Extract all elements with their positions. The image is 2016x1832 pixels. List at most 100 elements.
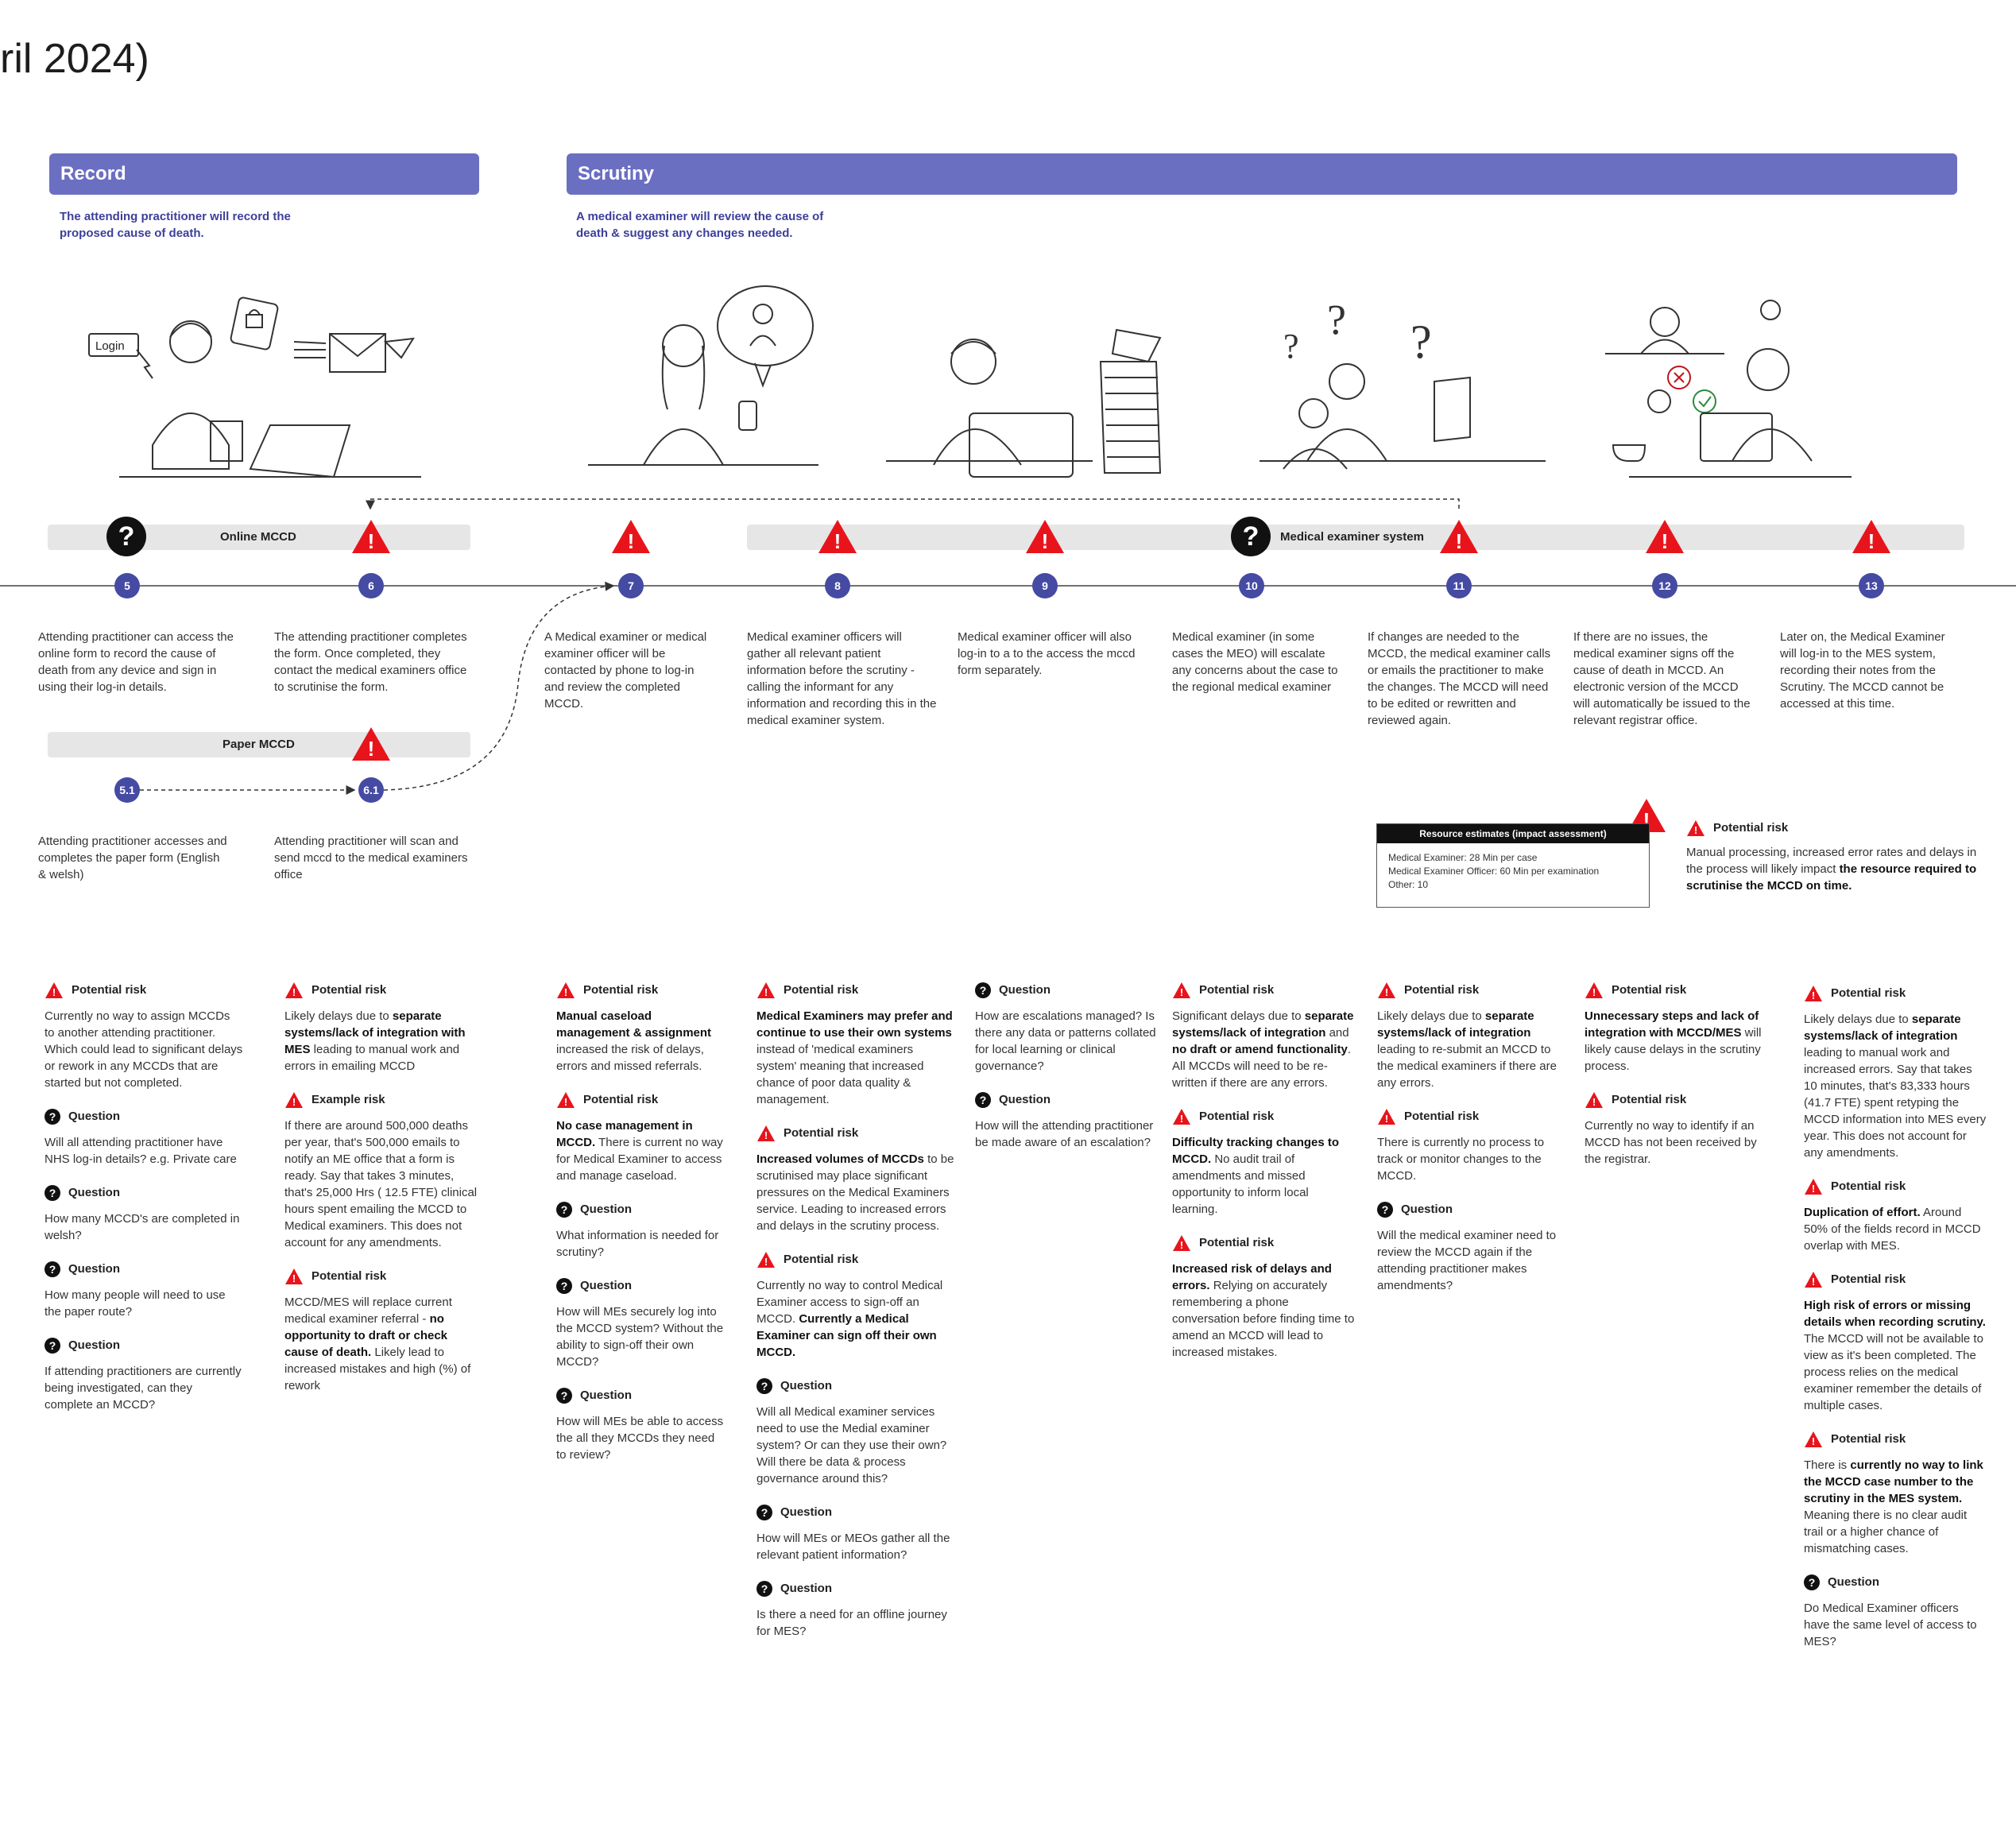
note-title: Potential risk xyxy=(1612,1093,1687,1106)
svg-text:!: ! xyxy=(764,1256,768,1268)
svg-text:!: ! xyxy=(368,529,375,553)
note-title: Potential risk xyxy=(1199,1110,1275,1123)
warning-icon: ! xyxy=(1585,982,1603,999)
svg-text:!: ! xyxy=(1042,529,1049,553)
warning-icon: ! xyxy=(557,1092,575,1109)
svg-text:!: ! xyxy=(764,986,768,998)
warning-icon: ! xyxy=(757,982,775,999)
question-icon: ? xyxy=(44,1109,60,1125)
notes-column: ! Potential risk Likely delays due to sepa… xyxy=(1804,984,1987,1666)
svg-text:!: ! xyxy=(292,1272,296,1284)
page-title: ril 2024) xyxy=(0,36,149,82)
note-title: Question xyxy=(1401,1203,1453,1216)
warning-icon: ! xyxy=(1026,520,1064,553)
officer-paperwork-illustration xyxy=(886,328,1162,478)
note-title: Potential risk xyxy=(784,1253,859,1266)
risk-note-head: ! Example risk xyxy=(284,1090,483,1110)
notes-column: ! Potential risk Medical Examiners may pre… xyxy=(756,981,955,1656)
note-text: Currently no way to assign MCCDs to anot… xyxy=(44,1009,243,1090)
question-note-head: ? Question xyxy=(975,981,1158,1000)
note-title: Question xyxy=(780,1505,833,1519)
dashed-return-connector xyxy=(366,498,1460,510)
warning-icon: ! xyxy=(1378,982,1395,999)
warning-icon: ! xyxy=(1805,1179,1822,1195)
svg-text:!: ! xyxy=(764,1129,768,1141)
sign-off-illustration xyxy=(1605,300,1852,478)
svg-text:!: ! xyxy=(628,529,635,553)
risk-note-head: ! Potential risk xyxy=(1804,1430,1987,1449)
svg-text:!: ! xyxy=(1812,1276,1815,1288)
question-note-head: ? Question xyxy=(756,1377,955,1396)
svg-text:!: ! xyxy=(1812,990,1815,1001)
step-description: If changes are needed to the MCCD, the m… xyxy=(1368,630,1551,727)
risk-note-head: ! Potential risk xyxy=(1804,1270,1987,1289)
note-title: Potential risk xyxy=(1831,986,1906,1000)
svg-text:!: ! xyxy=(1385,1113,1388,1125)
question-mark-sketch-a-icon: ? xyxy=(1283,327,1299,366)
step-node: 13 xyxy=(1859,573,1884,598)
note-title: Potential risk xyxy=(1199,983,1275,997)
resource-estimates-box: Resource estimates (impact assessment) M… xyxy=(1376,823,1650,908)
warning-icon: ! xyxy=(1805,986,1822,1002)
note-title: Potential risk xyxy=(1831,1272,1906,1286)
note-text: Increased volumes of MCCDs to be scrutin… xyxy=(756,1152,954,1233)
warning-icon: ! xyxy=(1805,1272,1822,1288)
svg-text:!: ! xyxy=(1868,529,1875,553)
question-note-head: ? Question xyxy=(756,1579,955,1598)
note-text: How will MEs securely log into the MCCD … xyxy=(556,1305,724,1369)
svg-text:!: ! xyxy=(368,737,375,761)
note-text: Do Medical Examiner officers have the sa… xyxy=(1804,1602,1977,1648)
note-text: How will the attending practitioner be m… xyxy=(975,1119,1154,1149)
note-title: Potential risk xyxy=(1831,1432,1906,1446)
question-note-head: ? Question xyxy=(756,1503,955,1522)
resource-estimates-list: Medical Examiner: 28 Min per case Medica… xyxy=(1377,843,1649,900)
step-description: The attending practitioner completes the… xyxy=(274,630,467,694)
step-description: Medical examiner officer will also log-i… xyxy=(958,630,1136,677)
notes-column: ! Potential risk Currently no way to assig… xyxy=(44,981,243,1429)
note-text: Increased risk of delays and errors. Rel… xyxy=(1172,1262,1355,1359)
risk-note-head: ! Potential risk xyxy=(1804,1177,1987,1196)
note-text: Will all attending practitioner have NHS… xyxy=(44,1136,237,1166)
risk-note-head: ! Potential risk xyxy=(756,981,955,1000)
phase-header-scrutiny: Scrutiny xyxy=(567,153,1957,195)
note-text: There is currently no way to link the MC… xyxy=(1804,1458,1983,1555)
step-node: 10 xyxy=(1239,573,1264,598)
warning-icon: ! xyxy=(1440,520,1478,553)
note-title: Potential risk xyxy=(311,1269,387,1283)
note-title: Question xyxy=(580,1203,633,1216)
note-text: Manual processing, increased error rates… xyxy=(1686,844,1980,894)
note-text: Is there a need for an offline journey f… xyxy=(756,1608,947,1638)
question-note-head: ? Question xyxy=(1804,1573,1987,1592)
risk-note-head: ! Potential risk xyxy=(284,1267,483,1286)
note-title: Potential risk xyxy=(1199,1236,1275,1249)
note-text: How are escalations managed? Is there an… xyxy=(975,1009,1156,1073)
step-description: Medical examiner (in some cases the MEO)… xyxy=(1172,630,1338,694)
note-text-plain: Manual processing, increased error rates… xyxy=(1686,846,1977,876)
risk-note-head: ! Potential risk xyxy=(1377,981,1568,1000)
risk-note-head: ! Potential risk xyxy=(756,1250,955,1269)
note-title: Question xyxy=(580,1389,633,1402)
note-title: Question xyxy=(68,1110,121,1123)
note-title: Potential risk xyxy=(1831,1179,1906,1193)
svg-text:!: ! xyxy=(292,986,296,998)
risk-note-head: ! Potential risk xyxy=(1172,1234,1355,1253)
svg-text:!: ! xyxy=(1694,824,1697,836)
warning-icon: ! xyxy=(1805,1431,1822,1448)
note-title: Example risk xyxy=(311,1093,385,1106)
risk-note-head: ! Potential risk xyxy=(1172,981,1355,1000)
note-text: Medical Examiners may prefer and continu… xyxy=(756,1009,953,1106)
notes-column: ? Question How are escalations managed? Is… xyxy=(975,981,1158,1167)
practitioner-online-form-illustration: Login xyxy=(88,296,421,478)
svg-text:!: ! xyxy=(834,529,842,553)
step-description: Attending practitioner accesses and comp… xyxy=(38,835,227,881)
note-text: If there are around 500,000 deaths per y… xyxy=(284,1119,478,1249)
online-mccd-label: Online MCCD xyxy=(220,530,296,544)
question-icon: ? xyxy=(1231,517,1271,556)
note-title: Potential risk xyxy=(1404,1110,1480,1123)
step-node: 9 xyxy=(1032,573,1058,598)
login-label: Login xyxy=(95,339,125,353)
note-text: There is currently no process to track o… xyxy=(1377,1136,1545,1183)
step-node: 5 xyxy=(114,573,140,598)
note-title: Question xyxy=(999,983,1051,997)
warning-icon: ! xyxy=(1646,520,1684,553)
